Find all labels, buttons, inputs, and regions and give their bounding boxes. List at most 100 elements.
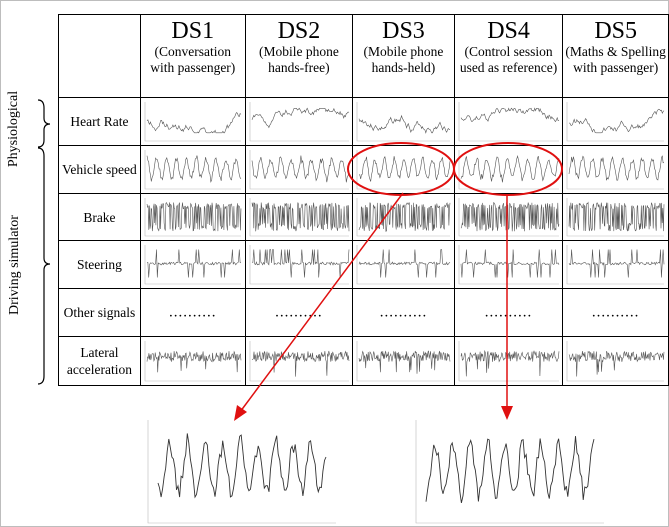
signal-trace xyxy=(460,107,559,123)
signal-trace-plot xyxy=(144,245,242,285)
column-title: DS2 xyxy=(277,18,321,44)
signal-trace-plot xyxy=(144,198,242,237)
signal-thumbnail xyxy=(352,336,455,386)
plot-axes xyxy=(144,245,241,285)
signal-thumbnail xyxy=(562,336,669,386)
signal-trace-plot xyxy=(567,341,665,382)
column-header-ds4: DS4 (Control session used as reference) xyxy=(453,14,564,98)
row-label: Vehicle speed xyxy=(58,145,141,194)
signal-trace xyxy=(569,108,665,134)
signal-thumbnail xyxy=(352,193,455,241)
zoomed-speed-trace xyxy=(157,433,327,499)
signal-trace xyxy=(460,154,560,183)
signal-thumbnail xyxy=(139,240,246,289)
ellipsis-dots: .......... xyxy=(484,304,533,320)
column-subtitle: (Conversation with passenger) xyxy=(150,44,236,75)
signal-trace-plot xyxy=(249,102,349,142)
row-label: Lateral acceleration xyxy=(58,336,141,386)
signal-trace xyxy=(569,350,665,377)
zoomed-speed-trace xyxy=(425,436,595,503)
plot-axes xyxy=(356,102,451,142)
signal-trace-plot xyxy=(356,245,451,285)
signal-trace-plot xyxy=(144,341,242,382)
column-header-ds2: DS2 (Mobile phone hands-free) xyxy=(244,14,354,98)
signal-trace xyxy=(146,350,242,373)
plot-axes xyxy=(356,150,451,190)
header-row: DS1 (Conversation with passenger) DS2 (Mob… xyxy=(58,14,669,98)
plot-axes xyxy=(249,341,349,382)
signal-trace xyxy=(251,107,349,129)
signal-table: DS1 (Conversation with passenger) DS2 (Mob… xyxy=(58,14,669,386)
ellipsis-dots: .......... xyxy=(169,304,217,320)
signal-trace xyxy=(460,349,560,377)
column-subtitle: (Control session used as reference) xyxy=(459,44,558,75)
column-subtitle: (Mobile phone hands-held) xyxy=(363,44,444,75)
signal-trace xyxy=(569,201,665,232)
row-label: Heart Rate xyxy=(58,97,141,146)
signal-trace-plot xyxy=(458,102,559,142)
signal-trace xyxy=(569,155,665,181)
signal-trace-plot xyxy=(567,198,665,237)
signal-thumbnail xyxy=(562,97,669,146)
row-label: Other signals xyxy=(58,288,141,337)
corner-cell xyxy=(58,14,141,98)
signal-thumbnail xyxy=(453,97,564,146)
plot-axes xyxy=(415,420,604,524)
plot-axes xyxy=(567,198,665,237)
row-heart-rate: Heart Rate xyxy=(58,97,669,146)
zoomed-speed-plot-ds3 xyxy=(147,420,336,524)
signal-thumbnail xyxy=(139,193,246,241)
dots-cell: .......... xyxy=(244,288,354,337)
plot-axes xyxy=(147,420,336,524)
plot-axes xyxy=(567,245,665,285)
signal-trace-plot xyxy=(458,245,559,285)
signal-thumbnail xyxy=(453,193,564,241)
signal-thumbnail xyxy=(139,336,246,386)
signal-trace xyxy=(146,202,242,232)
signal-trace xyxy=(569,249,665,278)
row-lateral-acceleration: Lateral acceleration xyxy=(58,336,669,386)
signal-thumbnail xyxy=(453,336,564,386)
plot-axes xyxy=(356,341,451,382)
plot-axes xyxy=(458,245,559,285)
plot-axes xyxy=(567,150,665,190)
row-label: Steering xyxy=(58,240,141,289)
signal-thumbnail xyxy=(453,145,564,194)
signal-trace-plot xyxy=(249,245,349,285)
plot-axes xyxy=(144,102,241,142)
dots-cell: .......... xyxy=(139,288,246,337)
signal-trace-plot xyxy=(567,245,665,285)
signal-thumbnail xyxy=(562,193,669,241)
signal-trace-plot xyxy=(144,150,242,190)
plot-axes xyxy=(567,341,665,382)
signal-trace xyxy=(146,249,242,278)
signal-thumbnail xyxy=(244,97,354,146)
signal-thumbnail xyxy=(244,336,354,386)
column-title: DS4 xyxy=(487,18,530,44)
signal-trace-plot xyxy=(356,102,451,142)
row-steering: Steering xyxy=(58,240,669,289)
signal-trace-plot xyxy=(356,198,451,237)
plot-axes xyxy=(144,150,241,190)
signal-thumbnail xyxy=(453,240,564,289)
signal-trace-plot xyxy=(249,150,349,190)
plot-axes xyxy=(144,341,241,382)
signal-thumbnail xyxy=(352,240,455,289)
signal-thumbnail xyxy=(244,145,354,194)
signal-thumbnail xyxy=(562,145,669,194)
signal-trace-plot xyxy=(356,150,451,190)
signal-trace-plot xyxy=(458,198,560,237)
signal-trace xyxy=(251,249,349,278)
ellipsis-dots: .......... xyxy=(591,304,640,320)
ellipsis-dots: .......... xyxy=(379,304,428,320)
plot-axes xyxy=(567,102,665,142)
group-label-driving: Driving simulator xyxy=(7,215,22,315)
signal-trace-plot xyxy=(567,150,665,190)
signal-trace-plot xyxy=(144,102,242,142)
signal-thumbnail xyxy=(244,240,354,289)
signal-trace xyxy=(358,249,451,278)
signal-trace-plot xyxy=(458,341,560,382)
plot-axes xyxy=(144,198,241,237)
row-vehicle-speed: Vehicle speed xyxy=(58,145,669,194)
signal-trace xyxy=(146,155,242,183)
